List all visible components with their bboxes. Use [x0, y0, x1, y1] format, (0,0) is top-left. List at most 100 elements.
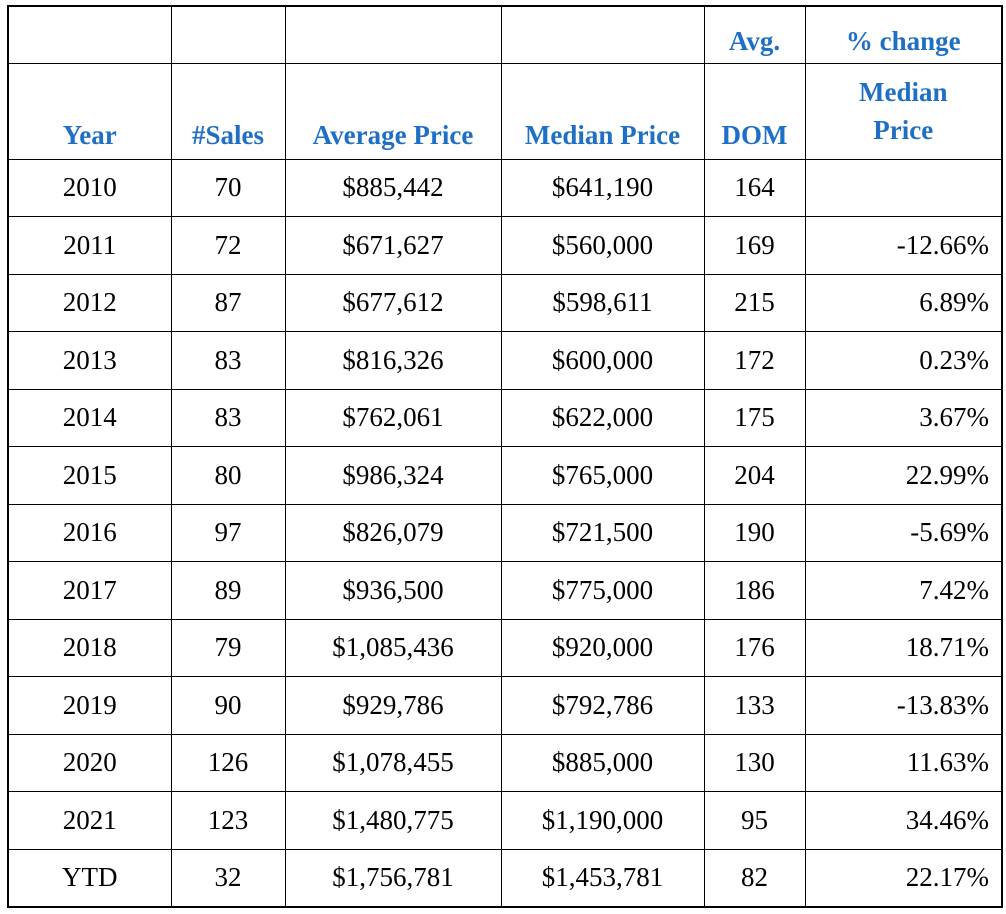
cell-sales: 83	[170, 388, 286, 447]
cell-average-price: $936,500	[284, 561, 502, 620]
cell-average-price: $826,079	[284, 503, 502, 562]
cell-sales: 79	[170, 618, 286, 677]
table-row: 2016 97 $826,079 $721,500 190 -5.69%	[7, 503, 1003, 562]
cell-pct-change: 11.63%	[804, 733, 1003, 792]
header-pct-change: % change	[804, 5, 1003, 64]
cell-year: 2014	[7, 388, 172, 447]
cell-median-price: $920,000	[500, 618, 705, 677]
table-row: 2021 123 $1,480,775 $1,190,000 95 34.46%	[7, 791, 1003, 850]
header-cell-empty	[500, 5, 705, 64]
table-row: 2020 126 $1,078,455 $885,000 130 11.63%	[7, 733, 1003, 792]
cell-pct-change: 34.46%	[804, 791, 1003, 850]
cell-average-price: $671,627	[284, 216, 502, 275]
cell-average-price: $986,324	[284, 446, 502, 505]
cell-dom: 204	[703, 446, 806, 505]
cell-year: 2012	[7, 273, 172, 332]
cell-median-price: $885,000	[500, 733, 705, 792]
cell-pct-change: 22.17%	[804, 848, 1003, 907]
cell-sales: 87	[170, 273, 286, 332]
cell-dom: 176	[703, 618, 806, 677]
cell-year: 2013	[7, 331, 172, 390]
header-cell-empty	[7, 5, 172, 64]
table-row: YTD 32 $1,756,781 $1,453,781 82 22.17%	[7, 848, 1003, 907]
header-avg: Avg.	[703, 5, 806, 64]
cell-dom: 82	[703, 848, 806, 907]
cell-dom: 175	[703, 388, 806, 447]
cell-year: 2021	[7, 791, 172, 850]
cell-median-price: $600,000	[500, 331, 705, 390]
header-median-price-change: Median Price	[804, 62, 1003, 160]
cell-sales: 126	[170, 733, 286, 792]
cell-median-price: $1,190,000	[500, 791, 705, 850]
cell-dom: 186	[703, 561, 806, 620]
cell-average-price: $1,480,775	[284, 791, 502, 850]
cell-dom: 164	[703, 158, 806, 217]
cell-average-price: $929,786	[284, 676, 502, 735]
cell-year: 2010	[7, 158, 172, 217]
cell-average-price: $1,085,436	[284, 618, 502, 677]
table-row: 2011 72 $671,627 $560,000 169 -12.66%	[7, 216, 1003, 275]
cell-pct-change: 3.67%	[804, 388, 1003, 447]
cell-year: 2019	[7, 676, 172, 735]
cell-sales: 97	[170, 503, 286, 562]
header-dom: DOM	[703, 62, 806, 160]
header-average-price: Average Price	[284, 62, 502, 160]
table-row: 2010 70 $885,442 $641,190 164	[7, 158, 1003, 217]
cell-dom: 169	[703, 216, 806, 275]
cell-dom: 133	[703, 676, 806, 735]
cell-year: 2016	[7, 503, 172, 562]
cell-sales: 83	[170, 331, 286, 390]
cell-dom: 190	[703, 503, 806, 562]
header-pct-line1: Median	[858, 77, 948, 107]
cell-dom: 130	[703, 733, 806, 792]
cell-median-price: $622,000	[500, 388, 705, 447]
header-row-top: Avg. % change	[7, 5, 1003, 64]
cell-pct-change	[804, 158, 1003, 217]
cell-median-price: $775,000	[500, 561, 705, 620]
table-header: Avg. % change Year #Sales Average Price …	[7, 5, 1003, 160]
cell-sales: 32	[170, 848, 286, 907]
cell-sales: 90	[170, 676, 286, 735]
cell-dom: 172	[703, 331, 806, 390]
table-row: 2017 89 $936,500 $775,000 186 7.42%	[7, 561, 1003, 620]
cell-sales: 89	[170, 561, 286, 620]
sales-table: Avg. % change Year #Sales Average Price …	[7, 5, 1003, 908]
cell-year: 2018	[7, 618, 172, 677]
table-row: 2013 83 $816,326 $600,000 172 0.23%	[7, 331, 1003, 390]
cell-median-price: $792,786	[500, 676, 705, 735]
cell-year: 2017	[7, 561, 172, 620]
cell-average-price: $762,061	[284, 388, 502, 447]
cell-year: 2015	[7, 446, 172, 505]
cell-sales: 123	[170, 791, 286, 850]
header-year: Year	[7, 62, 172, 160]
cell-pct-change: 22.99%	[804, 446, 1003, 505]
cell-median-price: $641,190	[500, 158, 705, 217]
table-body: 2010 70 $885,442 $641,190 164 2011 72 $671,627 $…	[7, 158, 1003, 907]
cell-average-price: $1,756,781	[284, 848, 502, 907]
cell-pct-change: -5.69%	[804, 503, 1003, 562]
table-row: 2015 80 $986,324 $765,000 204 22.99%	[7, 446, 1003, 505]
cell-average-price: $1,078,455	[284, 733, 502, 792]
cell-sales: 72	[170, 216, 286, 275]
cell-average-price: $816,326	[284, 331, 502, 390]
sales-table-container: Avg. % change Year #Sales Average Price …	[7, 5, 1003, 908]
cell-sales: 70	[170, 158, 286, 217]
cell-year: 2011	[7, 216, 172, 275]
header-row-main: Year #Sales Average Price Median Price D…	[7, 62, 1003, 160]
cell-pct-change: 6.89%	[804, 273, 1003, 332]
cell-average-price: $677,612	[284, 273, 502, 332]
header-cell-empty	[284, 5, 502, 64]
table-row: 2018 79 $1,085,436 $920,000 176 18.71%	[7, 618, 1003, 677]
header-sales: #Sales	[170, 62, 286, 160]
cell-median-price: $721,500	[500, 503, 705, 562]
cell-median-price: $560,000	[500, 216, 705, 275]
table-row: 2019 90 $929,786 $792,786 133 -13.83%	[7, 676, 1003, 735]
cell-year: YTD	[7, 848, 172, 907]
table-row: 2012 87 $677,612 $598,611 215 6.89%	[7, 273, 1003, 332]
cell-pct-change: 7.42%	[804, 561, 1003, 620]
cell-year: 2020	[7, 733, 172, 792]
table-row: 2014 83 $762,061 $622,000 175 3.67%	[7, 388, 1003, 447]
cell-median-price: $1,453,781	[500, 848, 705, 907]
cell-median-price: $598,611	[500, 273, 705, 332]
cell-dom: 95	[703, 791, 806, 850]
